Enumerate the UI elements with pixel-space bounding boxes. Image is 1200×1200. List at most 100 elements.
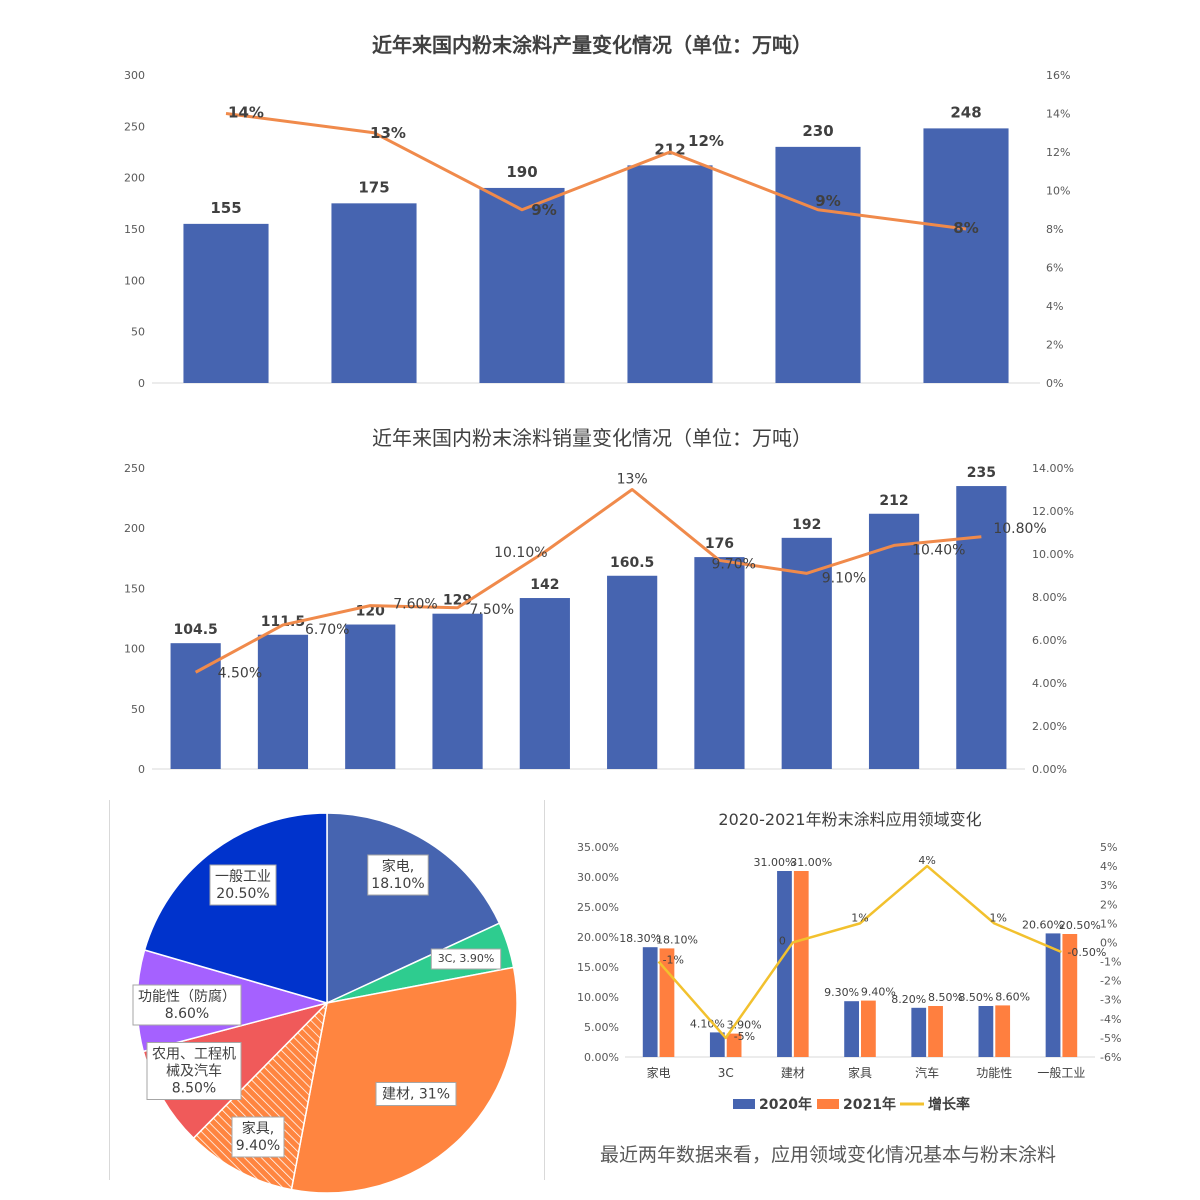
- legend-label: 2021年: [843, 1096, 896, 1113]
- line-data-label: 14%: [228, 104, 264, 122]
- bar: [978, 1006, 994, 1057]
- y2-tick-label: 3%: [1100, 879, 1117, 892]
- bar: [709, 1032, 725, 1057]
- y2-tick-label: 16%: [1046, 69, 1070, 82]
- chart-title: 近年来国内粉末涂料销量变化情况（单位：万吨）: [372, 426, 812, 450]
- bar: [911, 1007, 927, 1057]
- growth-line: [657, 864, 1062, 1040]
- caption-text: 最近两年数据来看，应用领域变化情况基本与粉末涂料: [600, 1144, 1057, 1166]
- y2-tick-label: -4%: [1100, 1013, 1121, 1026]
- category-label: 建材: [781, 1066, 805, 1080]
- y2-tick-label: 14.00%: [1032, 462, 1074, 475]
- pie-label: 3C, 3.90%: [430, 948, 502, 970]
- bar: [432, 613, 483, 769]
- bar-data-label: 3.90%: [727, 1019, 762, 1032]
- bar: [345, 624, 396, 769]
- y2-tick-label: 0%: [1100, 936, 1117, 949]
- category-label: 一般工业: [1037, 1065, 1085, 1080]
- y2-tick-label: 14%: [1046, 108, 1070, 121]
- bar-data-label: 142: [530, 577, 559, 593]
- y2-tick-label: -3%: [1100, 994, 1121, 1007]
- y2-tick-label: -6%: [1100, 1051, 1121, 1064]
- line-data-label: 10.10%: [494, 545, 547, 561]
- line-data-label: 9%: [531, 201, 556, 219]
- bar: [861, 1000, 876, 1057]
- panel-divider-middle: [544, 800, 545, 1180]
- y2-tick-label: 0%: [1046, 377, 1063, 390]
- y2-tick-label: 5%: [1100, 841, 1117, 854]
- y-tick-label: 5.00%: [584, 1021, 619, 1034]
- bar: [642, 947, 658, 1057]
- pie-label-text: 功能性（防腐）: [138, 988, 236, 1005]
- pie-slice: [143, 812, 328, 1004]
- bar-data-label: 9.40%: [861, 986, 896, 999]
- bar: [331, 203, 417, 383]
- pie-label-text: 20.50%: [216, 886, 269, 902]
- y-tick-label: 0.00%: [584, 1051, 619, 1064]
- bar: [257, 634, 309, 769]
- pie-label-text: 建材, 31%: [382, 1087, 450, 1103]
- pie-label-text: 家电,: [382, 858, 414, 875]
- bar-data-label: 111.5: [261, 614, 305, 630]
- y2-tick-label: 8%: [1046, 223, 1063, 236]
- y2-tick-label: 2.00%: [1032, 720, 1067, 733]
- pie-label-text: 农用、工程机: [152, 1047, 236, 1063]
- line-data-label: 0: [779, 934, 786, 947]
- pie-label-box: [132, 984, 242, 1026]
- application-pie-chart: 家电,18.10% 3C, 3.90% 建材, 31% 家具,9.40% 农用、工程机械…: [132, 812, 518, 1194]
- bar-data-label: 9.30%: [824, 986, 859, 999]
- y-tick-label: 200: [124, 172, 145, 185]
- application-change-chart: 2020-2021年粉末涂料应用领域变化 0.00% 5.00% 10.00% 15.0…: [577, 810, 1121, 1113]
- pie-slice: [192, 1000, 329, 1191]
- bar: [726, 1033, 742, 1057]
- bar: [775, 146, 861, 383]
- bar: [694, 557, 745, 769]
- bar-data-label: 230: [802, 122, 833, 140]
- bar: [793, 871, 809, 1057]
- bar: [519, 598, 570, 769]
- line-data-label: 7.60%: [393, 597, 437, 613]
- bar-data-label: 20.60%: [1022, 918, 1064, 931]
- pie-label-box: [367, 854, 429, 896]
- y-tick-label: 10.00%: [577, 991, 619, 1004]
- bar-data-label: 20.50%: [1059, 919, 1101, 932]
- pie-label-box: [209, 864, 277, 906]
- y2-tick-label: -1%: [1100, 956, 1121, 969]
- panel-divider-left: [109, 800, 110, 1180]
- y-tick-label: 150: [124, 582, 145, 595]
- line-data-label: -0.50%: [1067, 946, 1106, 959]
- bar: [923, 128, 1009, 383]
- pie-label-text: 3C, 3.90%: [438, 952, 495, 965]
- line-data-label: -1%: [663, 954, 684, 967]
- bar-data-label: 248: [950, 103, 981, 121]
- y-tick-label: 100: [124, 274, 145, 287]
- line-data-label: 9.70%: [711, 556, 755, 572]
- bar: [844, 1001, 859, 1057]
- y2-tick-label: 1%: [1100, 917, 1117, 930]
- y-tick-label: 20.00%: [577, 931, 619, 944]
- y-tick-label: 0: [138, 763, 145, 776]
- bar-data-label: 175: [358, 178, 389, 196]
- bar-data-label: 212: [879, 493, 908, 509]
- line-data-label: 13%: [617, 472, 648, 488]
- bar-data-label: 18.10%: [656, 933, 698, 946]
- bar: [781, 537, 832, 769]
- line-data-label: 8%: [953, 219, 978, 237]
- bar-data-label: 8.50%: [958, 991, 993, 1004]
- y-tick-label: 0: [138, 377, 145, 390]
- y-tick-label: 300: [124, 69, 145, 82]
- legend-label: 增长率: [928, 1096, 970, 1113]
- pie-slice: [290, 966, 518, 1194]
- pie-label-text: 一般工业: [215, 869, 271, 885]
- sales-chart: 近年来国内粉末涂料销量变化情况（单位：万吨） 0 50 100 150 200 250 0.0…: [124, 426, 1074, 776]
- y-tick-label: 15.00%: [577, 961, 619, 974]
- pie-label: 家具,9.40%: [231, 1116, 285, 1158]
- bar: [928, 1006, 943, 1057]
- pie-label-text: 家具,: [242, 1120, 274, 1137]
- line-data-label: 9%: [815, 192, 840, 210]
- y2-tick-label: 10%: [1046, 185, 1070, 198]
- pie-label-text: 8.60%: [165, 1006, 209, 1022]
- bar-data-label: 104.5: [174, 622, 218, 638]
- y-tick-label: 250: [124, 120, 145, 133]
- line-data-label: 12%: [688, 132, 724, 150]
